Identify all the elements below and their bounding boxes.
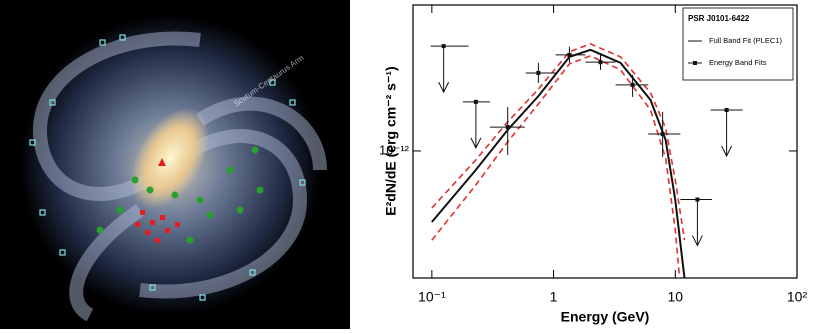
upper-limit-arrow xyxy=(721,109,733,158)
curve xyxy=(431,54,681,278)
data-point xyxy=(536,70,541,75)
plot-frame xyxy=(412,4,798,279)
x-tick-label: 10 xyxy=(667,289,683,305)
x-tick-label: 10⁻¹ xyxy=(418,289,446,305)
data-point xyxy=(695,197,700,202)
y-tick-label: 10⁻¹² xyxy=(379,142,410,157)
legend-label: Energy Band Fits xyxy=(709,58,767,67)
x-tick-label: 1 xyxy=(550,289,558,305)
data-point xyxy=(598,60,603,65)
data-point xyxy=(505,125,510,130)
curve xyxy=(431,42,686,241)
data-point xyxy=(630,82,635,87)
data-point xyxy=(567,52,572,57)
legend: PSR J0101-6422 Full Band Fit (PLEC1) Ener… xyxy=(682,7,794,81)
legend-swatch xyxy=(693,61,697,65)
legend-box xyxy=(682,7,794,81)
data-point xyxy=(441,44,446,49)
x-axis-label: Energy (GeV) xyxy=(561,309,650,325)
data-point xyxy=(473,99,478,104)
curve xyxy=(431,48,686,278)
y-axis-label: E²dN/dE (erg cm⁻² s⁻¹) xyxy=(383,66,399,215)
data-point xyxy=(724,107,729,112)
upper-limit-arrow xyxy=(470,101,482,149)
x-tick-label: 10² xyxy=(787,289,808,305)
legend-label: Full Band Fit (PLEC1) xyxy=(709,36,782,45)
galaxy-image: Scutum-Centaurus Arm xyxy=(0,0,350,329)
data-point xyxy=(660,132,665,137)
upper-limit-arrow xyxy=(438,46,450,94)
plot-area xyxy=(430,42,743,278)
upper-limit-arrow xyxy=(691,199,703,247)
legend-title: PSR J0101-6422 xyxy=(688,14,750,23)
